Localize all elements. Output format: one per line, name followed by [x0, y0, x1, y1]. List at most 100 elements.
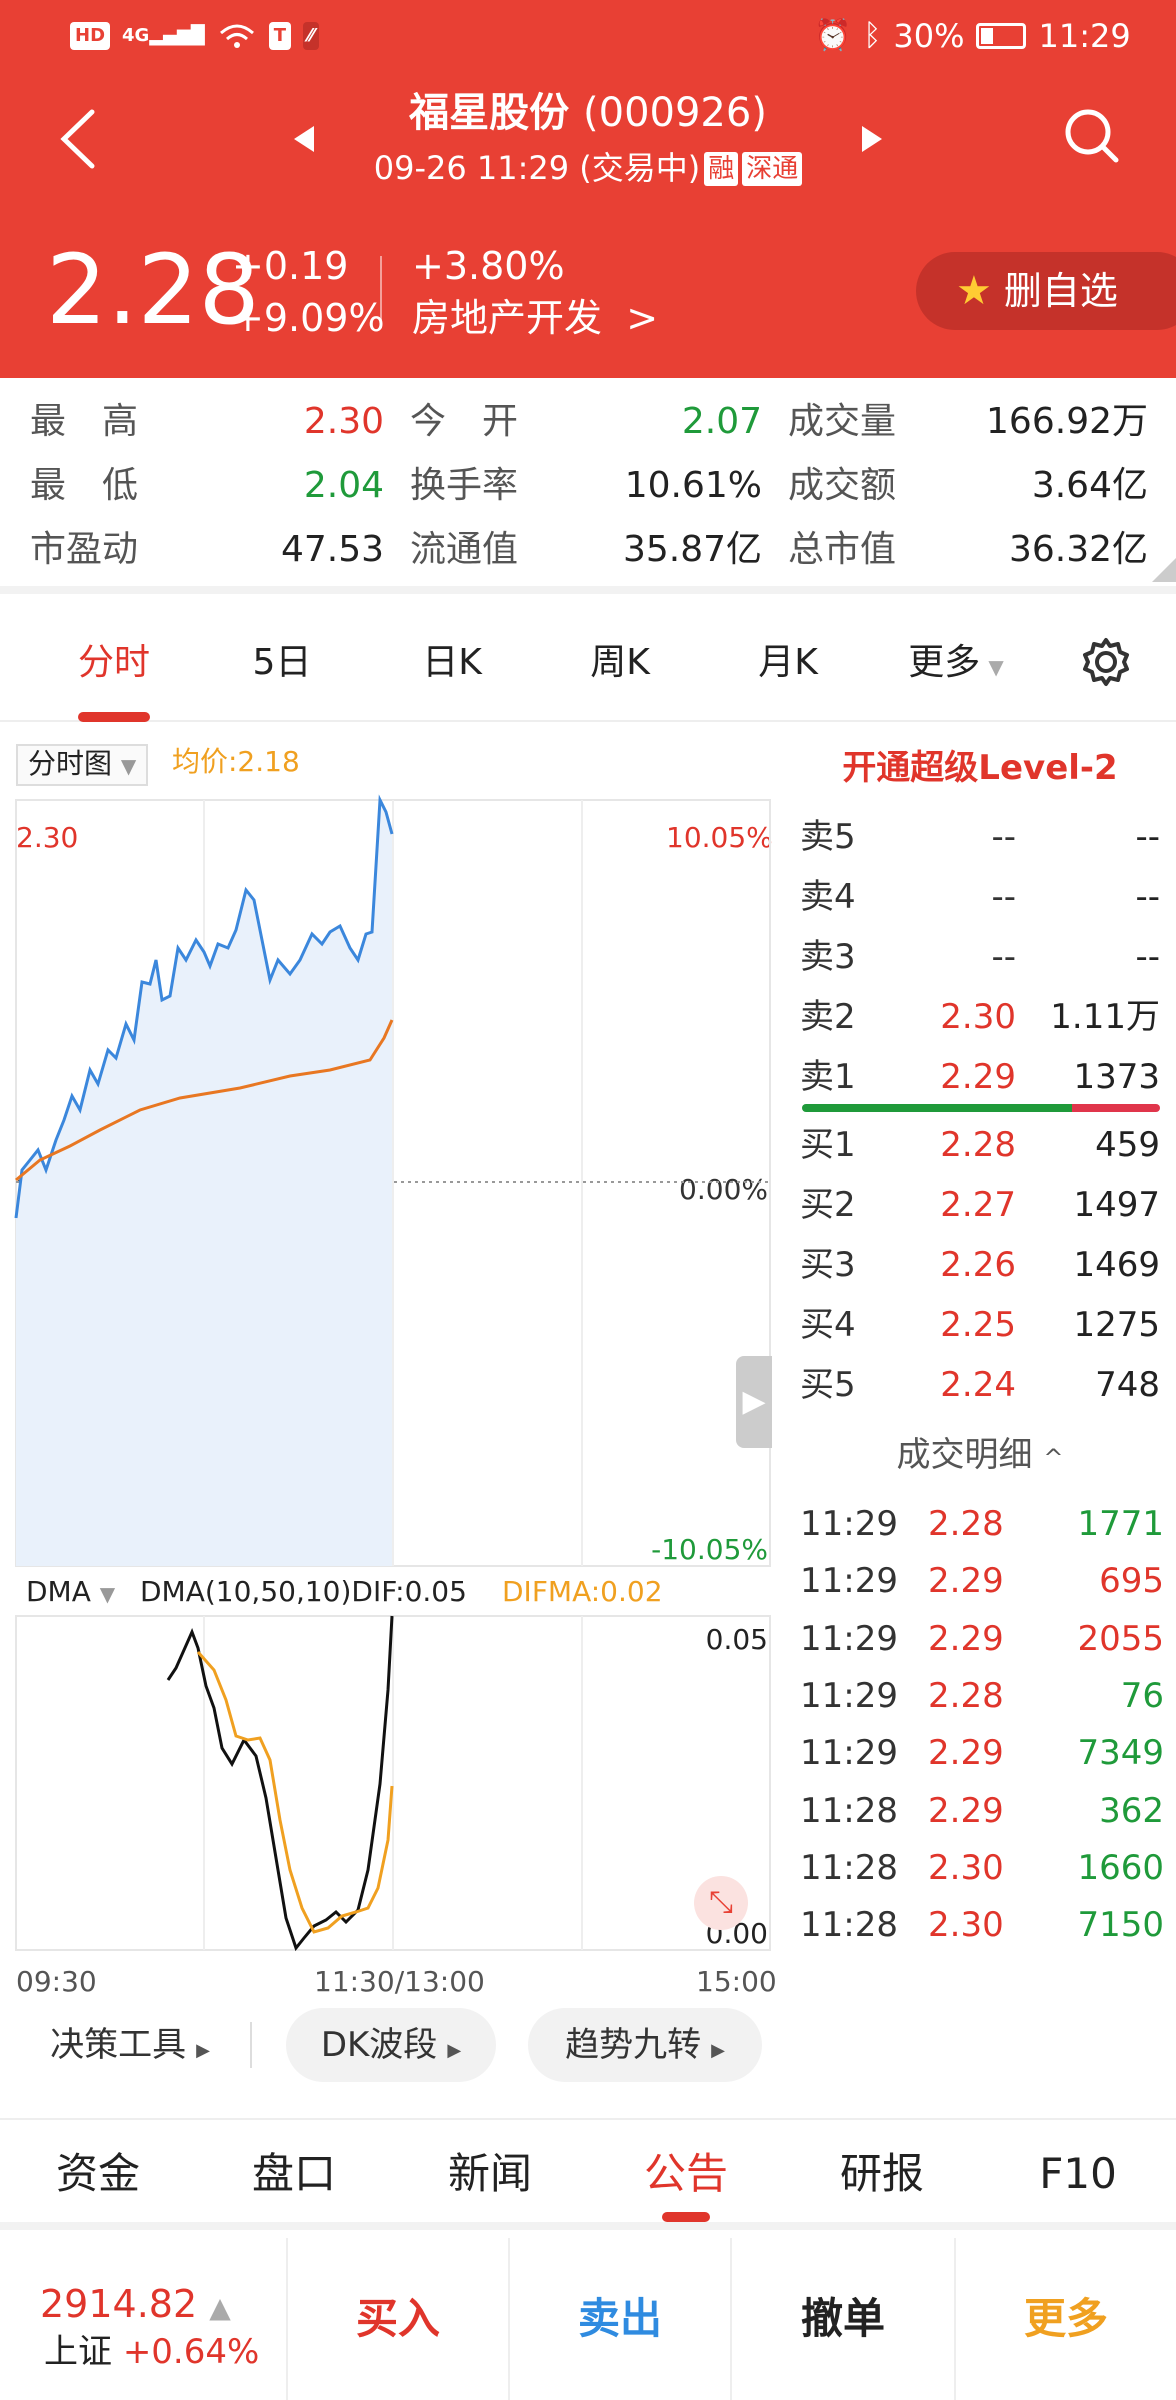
order-book-row: 买2 2.27 1497 — [800, 1176, 1160, 1234]
order-book-row: 卖2 2.30 1.11万 — [800, 988, 1160, 1046]
tab-label: 月K — [758, 642, 818, 683]
time-start-label: 09:30 — [16, 1965, 97, 1998]
order-level: 卖5 — [800, 817, 856, 857]
info-tab-3[interactable]: 公告 — [596, 2144, 776, 2204]
info-tab-active-indicator — [662, 2212, 710, 2222]
order-level: 买2 — [800, 1185, 856, 1225]
indicator-label: DMA — [26, 1575, 91, 1608]
trade-volume: 362 — [1099, 1790, 1164, 1831]
chevron-down-icon: ▼ — [988, 655, 1004, 679]
trade-details-toggle[interactable]: 成交明细 ^ — [800, 1430, 1160, 1483]
caret-right-icon: ▶ — [196, 2040, 210, 2061]
stat-label: 最 低 — [30, 465, 139, 506]
order-volume: 1469 — [1073, 1245, 1160, 1285]
info-tab-5[interactable]: F10 — [988, 2144, 1168, 2204]
order-price: -- — [991, 877, 1016, 917]
tool-button-0[interactable]: 决策工具 ▶ — [30, 2008, 230, 2082]
info-tab-label: 盘口 — [251, 2149, 336, 2198]
chart-type-label: 分时图 — [28, 747, 113, 780]
chevron-right-icon: ▶ — [742, 1384, 766, 1419]
order-price: 2.24 — [940, 1365, 1016, 1405]
stat-label: 市盈动 — [30, 529, 139, 570]
tab-label: 周K — [590, 642, 650, 683]
info-tab-0[interactable]: 资金 — [8, 2144, 188, 2204]
tab-5day[interactable]: 5日 — [202, 638, 362, 688]
remove-favorite-button[interactable]: ★ 删自选 — [916, 252, 1176, 330]
stock-header: HD 4G▂▄▆█ T ⁄⁄ ⏰ ᛒ 30% 11:29 福星股份 (00092… — [0, 0, 1176, 378]
change-amount: +0.19 — [232, 244, 349, 288]
tab-week-k[interactable]: 周K — [540, 638, 700, 688]
order-book-row: 卖3 -- -- — [800, 928, 1160, 986]
order-price: 2.29 — [940, 1057, 1016, 1097]
index-ticker[interactable]: 2914.82 ▲ 上证 +0.64% — [0, 2238, 286, 2400]
order-book-row: 买3 2.26 1469 — [800, 1236, 1160, 1294]
search-icon[interactable] — [1062, 106, 1122, 166]
fullscreen-button[interactable]: ⤡ — [694, 1876, 748, 1930]
order-volume: -- — [1135, 877, 1160, 917]
more-actions-button[interactable]: 更多 — [954, 2238, 1176, 2400]
indicator-select[interactable]: DMA ▼ — [16, 1574, 126, 1612]
next-stock-icon[interactable] — [858, 124, 886, 154]
bid-strength-bar — [802, 1104, 1072, 1112]
ask-strength-bar — [1072, 1104, 1160, 1112]
level2-promo-link[interactable]: 开通超级Level-2 — [842, 748, 1118, 788]
tab-more[interactable]: 更多 ▼ — [876, 638, 1036, 692]
order-book-row: 卖5 -- -- — [800, 808, 1160, 866]
buy-button[interactable]: 买入 — [286, 2238, 508, 2400]
tab-month-k[interactable]: 月K — [708, 638, 868, 688]
expand-panel-button[interactable]: ▶ — [736, 1356, 772, 1448]
order-price: 2.26 — [940, 1245, 1016, 1285]
trade-time: 11:29 — [800, 1675, 898, 1716]
order-level: 买4 — [800, 1305, 856, 1345]
stat-value: 36.32亿 — [1008, 529, 1148, 570]
avg-price-label: 均价:2.18 — [172, 745, 300, 778]
order-level: 卖1 — [800, 1057, 856, 1097]
sell-button[interactable]: 卖出 — [508, 2238, 730, 2400]
tool-label: 趋势九转 — [565, 2025, 702, 2065]
stat-label: 成交额 — [788, 465, 897, 506]
status-right: ⏰ ᛒ 30% 11:29 — [814, 16, 1131, 56]
trade-price: 2.29 — [928, 1561, 1004, 1602]
caret-right-icon: ▶ — [447, 2040, 462, 2061]
trade-price: 2.29 — [928, 1733, 1004, 1774]
trade-price: 2.28 — [928, 1675, 1004, 1716]
trade-datetime: 09-26 11:29 — [373, 149, 570, 187]
tab-fenshi[interactable]: 分时 — [34, 638, 194, 688]
trade-volume: 2055 — [1077, 1618, 1164, 1659]
settings-icon[interactable] — [1080, 636, 1132, 688]
stat-item: 最 低 2.04 — [30, 454, 384, 518]
order-level: 买1 — [800, 1125, 856, 1165]
stat-item: 成交量 166.92万 — [788, 390, 1148, 454]
trade-time: 11:28 — [800, 1905, 898, 1946]
info-tab-4[interactable]: 研报 — [792, 2144, 972, 2204]
stat-item: 换手率 10.61% — [410, 454, 762, 518]
sector-link[interactable]: +3.80% 房地产开发 > — [412, 240, 658, 344]
tool-button-2[interactable]: 趋势九转 ▶ — [528, 2008, 762, 2082]
trade-time: 11:28 — [800, 1790, 898, 1831]
back-icon[interactable] — [56, 106, 100, 172]
tab-label: 5日 — [252, 642, 312, 683]
order-level: 卖2 — [800, 997, 856, 1037]
star-icon: ★ — [956, 268, 992, 314]
tab-day-k[interactable]: 日K — [372, 638, 532, 688]
stat-value: 166.92万 — [986, 401, 1148, 442]
tab-label: 更多 — [908, 642, 981, 683]
trade-volume: 1660 — [1077, 1847, 1164, 1888]
order-volume: 1275 — [1073, 1305, 1160, 1345]
info-tab-label: 新闻 — [447, 2149, 532, 2198]
wifi-icon — [219, 24, 254, 48]
stat-item: 成交额 3.64亿 — [788, 454, 1148, 518]
tab-label: 日K — [422, 642, 482, 683]
chart-type-select[interactable]: 分时图 ▼ — [16, 744, 149, 786]
cancel-order-button[interactable]: 撤单 — [730, 2238, 954, 2400]
chevron-down-icon: ▼ — [120, 754, 137, 778]
prev-stock-icon[interactable] — [290, 124, 318, 154]
tool-button-1[interactable]: DK波段 ▶ — [286, 2008, 496, 2082]
trade-time: 11:29 — [800, 1733, 898, 1774]
pct-bottom-label: -10.05% — [651, 1533, 768, 1566]
stat-item: 今 开 2.07 — [410, 390, 762, 454]
tool-divider — [250, 2022, 252, 2068]
info-tab-1[interactable]: 盘口 — [204, 2144, 384, 2204]
order-book-row: 买5 2.24 748 — [800, 1356, 1160, 1414]
info-tab-2[interactable]: 新闻 — [400, 2144, 580, 2204]
